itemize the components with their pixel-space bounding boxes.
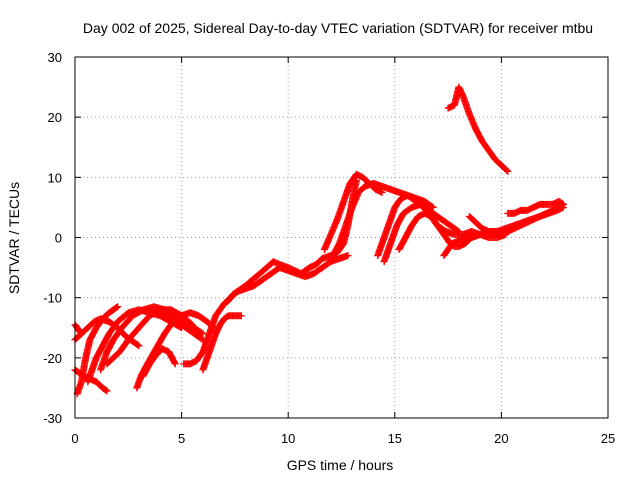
y-tick-label: 10 bbox=[48, 170, 62, 185]
data-point bbox=[198, 329, 206, 337]
series-arc-12 bbox=[199, 312, 245, 374]
data-point bbox=[429, 203, 437, 211]
data-points bbox=[71, 83, 567, 398]
series-arc-21 bbox=[465, 200, 567, 238]
y-tick-label: -20 bbox=[43, 351, 62, 366]
series-arc-16 bbox=[374, 191, 463, 260]
data-point bbox=[558, 200, 566, 208]
series-arc-15 bbox=[329, 179, 437, 260]
x-tick-label: 0 bbox=[71, 431, 78, 446]
data-point bbox=[134, 341, 142, 349]
series-arc-9 bbox=[139, 345, 179, 380]
data-point bbox=[199, 330, 207, 338]
x-tick-label: 25 bbox=[601, 431, 615, 446]
series-arc-3 bbox=[73, 303, 122, 398]
y-tick-label: 20 bbox=[48, 110, 62, 125]
data-point bbox=[114, 303, 122, 311]
data-point bbox=[188, 321, 196, 329]
series-arc-22 bbox=[504, 197, 567, 217]
data-point bbox=[135, 342, 143, 350]
data-point bbox=[559, 200, 567, 208]
y-tick-label: 30 bbox=[48, 50, 62, 65]
x-axis-label: GPS time / hours bbox=[287, 457, 394, 473]
x-tick-label: 20 bbox=[494, 431, 508, 446]
data-point bbox=[103, 387, 111, 395]
x-tick-label: 10 bbox=[281, 431, 295, 446]
data-point bbox=[102, 386, 110, 394]
x-tick-label: 5 bbox=[178, 431, 185, 446]
y-axis-label: SDTVAR / TECUs bbox=[6, 182, 22, 294]
axis-ticks: 0 5 10 15 20 25 -30 -20 -10 0 10 20 30 bbox=[43, 50, 615, 446]
series-arc-23 bbox=[444, 83, 512, 175]
series-arc-14 bbox=[320, 170, 386, 254]
data-point bbox=[428, 203, 436, 211]
data-point bbox=[503, 166, 511, 174]
data-point bbox=[187, 320, 195, 328]
data-point bbox=[113, 303, 121, 311]
series-arc-13 bbox=[220, 252, 352, 308]
data-point bbox=[344, 252, 352, 260]
series-arc-10 bbox=[152, 306, 207, 344]
data-point bbox=[77, 329, 85, 337]
data-point bbox=[77, 330, 85, 338]
series-arc-2 bbox=[71, 321, 85, 338]
x-tick-label: 15 bbox=[388, 431, 402, 446]
data-point bbox=[171, 360, 179, 368]
chart-title: Day 002 of 2025, Sidereal Day-to-day VTE… bbox=[83, 20, 593, 36]
y-tick-label: -30 bbox=[43, 411, 62, 426]
y-tick-label: -10 bbox=[43, 291, 62, 306]
data-point bbox=[504, 167, 512, 175]
grid bbox=[75, 57, 608, 418]
data-point bbox=[237, 312, 245, 320]
data-point bbox=[378, 188, 386, 196]
data-point bbox=[198, 335, 206, 343]
y-tick-label: 0 bbox=[55, 231, 62, 246]
